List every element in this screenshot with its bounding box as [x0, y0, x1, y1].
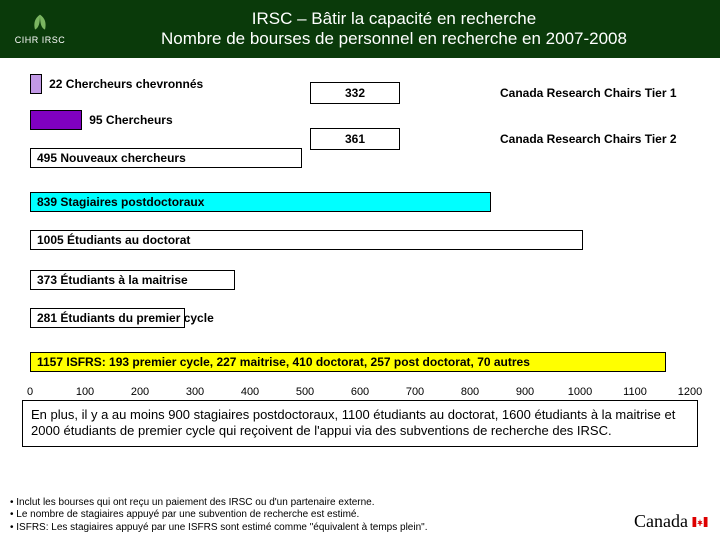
bar-label-6: 281 Étudiants du premier cycle	[31, 311, 214, 325]
bar-5: 373 Étudiants à la maitrise	[30, 270, 235, 290]
crc-box-0: 332	[310, 82, 400, 104]
x-tick: 800	[461, 386, 479, 398]
x-tick: 1100	[623, 386, 647, 398]
x-tick: 1200	[678, 386, 702, 398]
bar-chart: 22 Chercheurs chevronnés 95 Chercheurs 495…	[10, 66, 710, 416]
note-text: En plus, il y a au moins 900 stagiaires …	[31, 407, 675, 438]
title-line-2: Nombre de bourses de personnel en recher…	[78, 29, 710, 49]
leaf-icon	[30, 13, 50, 33]
bar-label-0: 22 Chercheurs chevronnés	[49, 77, 203, 91]
header-bar: CIHR IRSC IRSC – Bâtir la capacité en re…	[0, 0, 720, 58]
x-tick: 1000	[568, 386, 592, 398]
x-tick: 500	[296, 386, 314, 398]
x-axis: 0 100 200 300 400 500 600 700 800 900 1000 1100 1200	[30, 386, 710, 400]
x-tick: 700	[406, 386, 424, 398]
bar-label-3: 839 Stagiaires postdoctoraux	[31, 195, 204, 209]
bar-label-7: 1157 ISFRS: 193 premier cycle, 227 maitr…	[31, 355, 530, 369]
logo-text: CIHR IRSC	[15, 35, 66, 45]
flag-icon	[692, 517, 708, 527]
title-line-1: IRSC – Bâtir la capacité en recherche	[78, 9, 710, 29]
footnote-1: • Le nombre de stagiaires appuyé par une…	[10, 509, 427, 522]
bar-7: 1157 ISFRS: 193 premier cycle, 227 maitr…	[30, 352, 666, 372]
bar-6: 281 Étudiants du premier cycle	[30, 308, 185, 328]
bar-label-4: 1005 Étudiants au doctorat	[31, 233, 190, 247]
bar-2: 495 Nouveaux chercheurs	[30, 148, 302, 168]
canada-wordmark: Canada	[634, 511, 708, 532]
x-tick: 100	[76, 386, 94, 398]
wordmark-text: Canada	[634, 511, 688, 532]
crc-box-1: 361	[310, 128, 400, 150]
bar-0: 22 Chercheurs chevronnés	[30, 74, 42, 94]
x-tick: 900	[516, 386, 534, 398]
bar-label-5: 373 Étudiants à la maitrise	[31, 273, 188, 287]
bar-3: 839 Stagiaires postdoctoraux	[30, 192, 491, 212]
x-tick: 0	[27, 386, 33, 398]
crc-label-0: Canada Research Chairs Tier 1	[500, 86, 677, 100]
x-tick: 600	[351, 386, 369, 398]
bar-4: 1005 Étudiants au doctorat	[30, 230, 583, 250]
footnotes: • Inclut les bourses qui ont reçu un pai…	[10, 497, 427, 535]
title-block: IRSC – Bâtir la capacité en recherche No…	[78, 9, 710, 49]
footnote-2: • ISFRS: Les stagiaires appuyé par une I…	[10, 522, 427, 535]
bar-label-1: 95 Chercheurs	[89, 113, 172, 127]
x-tick: 200	[131, 386, 149, 398]
bar-1: 95 Chercheurs	[30, 110, 82, 130]
x-tick: 400	[241, 386, 259, 398]
note-box: En plus, il y a au moins 900 stagiaires …	[22, 400, 698, 447]
bar-label-2: 495 Nouveaux chercheurs	[31, 151, 186, 165]
crc-label-1: Canada Research Chairs Tier 2	[500, 132, 677, 146]
x-tick: 300	[186, 386, 204, 398]
footnote-0: • Inclut les bourses qui ont reçu un pai…	[10, 497, 427, 510]
cihr-logo: CIHR IRSC	[10, 7, 70, 51]
